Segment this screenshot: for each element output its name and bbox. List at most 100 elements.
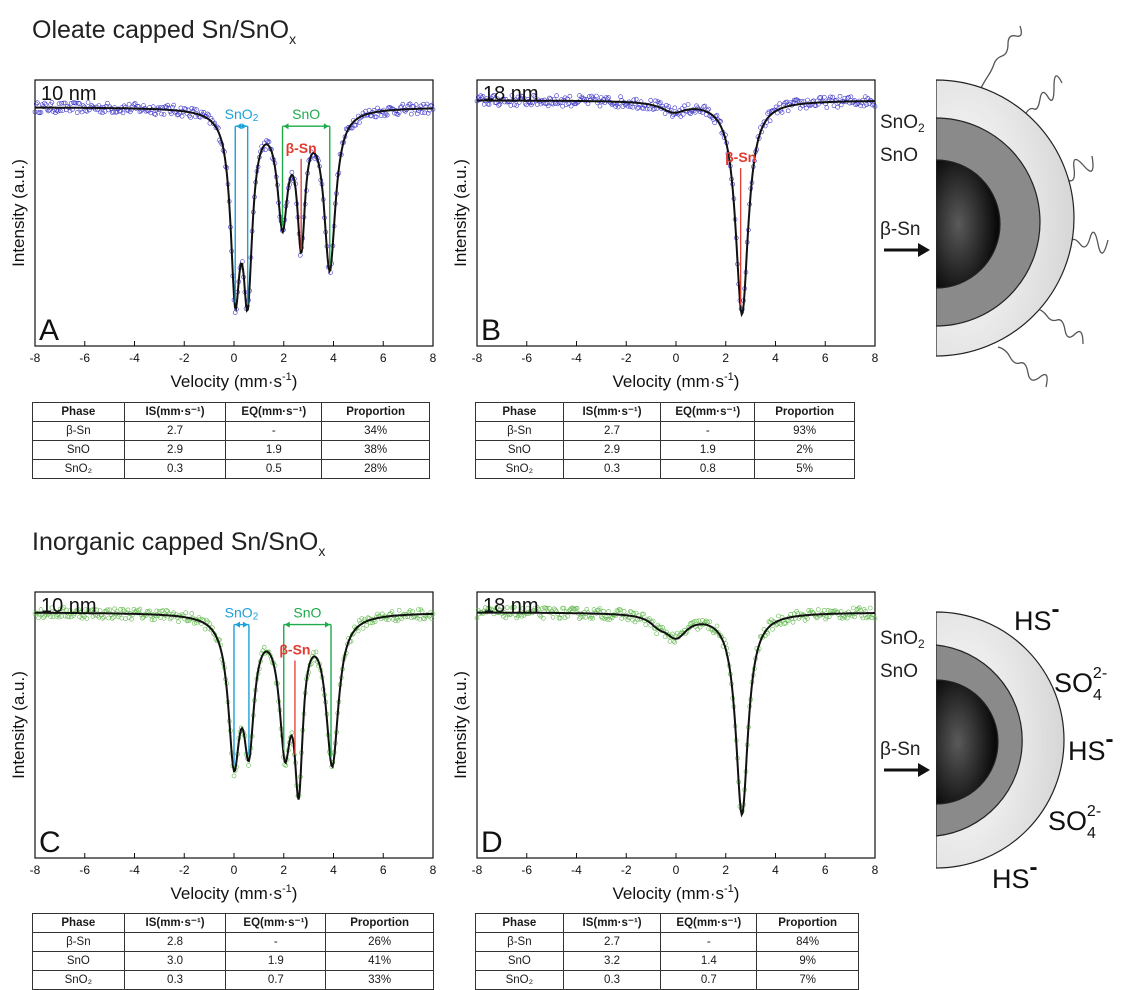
- header-eq: EQ(mm·s⁻¹): [660, 402, 756, 422]
- data-point: [782, 101, 787, 106]
- header-phase: Phase: [475, 402, 564, 422]
- table-row: SnO₂ 0.3 0.8 5%: [475, 459, 855, 479]
- cell-is: 0.3: [562, 459, 662, 479]
- data-point: [647, 106, 652, 112]
- data-point: [603, 95, 609, 100]
- data-point: [520, 605, 526, 611]
- label-backdrop: [880, 600, 936, 880]
- data-point: [597, 103, 603, 109]
- cell-proportion: 34%: [321, 421, 430, 441]
- data-point: [417, 616, 423, 622]
- data-point: [554, 93, 559, 99]
- cell-eq: -: [225, 421, 323, 441]
- data-point: [866, 614, 872, 620]
- data-point: [818, 95, 824, 100]
- nanoparticle-schematic-oleate: SnO2 SnO β-Sn: [880, 25, 1109, 388]
- data-point: [674, 630, 680, 636]
- data-point: [149, 617, 155, 623]
- data-point: [354, 625, 360, 631]
- panel-letter: C: [39, 826, 61, 859]
- data-point: [561, 605, 567, 611]
- size-label: 18 nm: [483, 595, 539, 617]
- data-point: [129, 616, 134, 622]
- beta-sn-label: β-Sn: [880, 219, 921, 240]
- data-point: [94, 607, 99, 613]
- table-row: β-Sn 2.7-34%: [32, 421, 430, 441]
- data-point: [821, 607, 827, 613]
- data-point: [551, 606, 557, 612]
- data-point: [416, 607, 421, 612]
- data-point: [572, 606, 577, 612]
- data-point: [688, 111, 693, 117]
- beta-sn-core: [935, 679, 999, 805]
- x-axis-label-end: ): [734, 372, 740, 391]
- data-point: [199, 109, 204, 115]
- data-point: [161, 615, 167, 621]
- data-point: [136, 608, 141, 613]
- data-point: [770, 626, 775, 632]
- data-point: [480, 94, 486, 99]
- data-point: [524, 102, 529, 108]
- data-point: [232, 310, 238, 315]
- x-axis-label-exponent: -1: [724, 883, 734, 895]
- cell-phase: SnO: [475, 951, 564, 971]
- x-tick-label: 8: [430, 351, 437, 365]
- data-point: [179, 113, 185, 119]
- table-row: SnO 2.9 1.9 38%: [32, 440, 430, 460]
- data-point: [531, 92, 536, 98]
- data-point: [591, 607, 597, 612]
- section-title-oleate: Oleate capped Sn/SnOx: [32, 16, 297, 47]
- cell-is: 2.7: [123, 421, 227, 441]
- table-row: SnO₂ 0.3 0.7 33%: [32, 970, 434, 990]
- cell-is: 2.9: [562, 440, 662, 460]
- data-point: [266, 139, 272, 145]
- x-tick-label: -4: [571, 351, 582, 365]
- x-tick-label: 6: [822, 863, 829, 877]
- data-point: [606, 95, 611, 100]
- data-point: [825, 608, 831, 613]
- x-tick-label: 6: [380, 351, 387, 365]
- x-tick-label: 6: [822, 351, 829, 365]
- data-point: [191, 106, 197, 112]
- table-row: β-Sn 2.7-93%: [475, 421, 855, 441]
- data-point: [183, 610, 189, 616]
- data-point: [313, 649, 319, 655]
- data-point: [491, 92, 497, 98]
- x-tick-label: 2: [280, 863, 287, 877]
- cell-eq: 1.9: [225, 951, 327, 971]
- header-eq: EQ(mm·s⁻¹): [660, 913, 758, 933]
- data-point: [32, 109, 38, 115]
- data-point: [643, 622, 649, 628]
- data-point: [165, 102, 170, 108]
- fit-line: [35, 106, 434, 313]
- chart-panel-b: β-Sn -8 -6 -4 -2 0 2 4 6 8 Velocity (mm·s-1) Intens…: [451, 79, 879, 391]
- data-point: [813, 103, 819, 109]
- data-point: [512, 102, 517, 108]
- data-point: [355, 628, 361, 634]
- data-point: [206, 112, 211, 118]
- plot-frame: [476, 79, 876, 347]
- data-point: [672, 105, 678, 111]
- data-point: [658, 100, 663, 105]
- data-point: [633, 96, 639, 102]
- sno2-label: SnO2: [880, 112, 925, 135]
- data-point: [545, 103, 551, 109]
- data-point: [647, 616, 652, 622]
- data-point: [539, 606, 545, 611]
- data-point: [532, 94, 538, 100]
- data-point: [837, 615, 843, 621]
- marker-subscript: 2: [253, 113, 259, 124]
- data-point: [91, 606, 97, 612]
- oleate-tail: [997, 346, 1048, 388]
- oleate-tail: [1034, 307, 1084, 345]
- data-point: [160, 608, 166, 613]
- sno2-label: SnO2: [880, 628, 925, 651]
- data-point: [421, 101, 426, 107]
- data-point: [525, 606, 530, 611]
- cell-eq: 0.5: [225, 459, 323, 479]
- data-point: [384, 112, 390, 118]
- arrow-head: [284, 621, 290, 628]
- data-point: [152, 617, 157, 623]
- data-point: [56, 614, 62, 620]
- data-point: [399, 104, 404, 110]
